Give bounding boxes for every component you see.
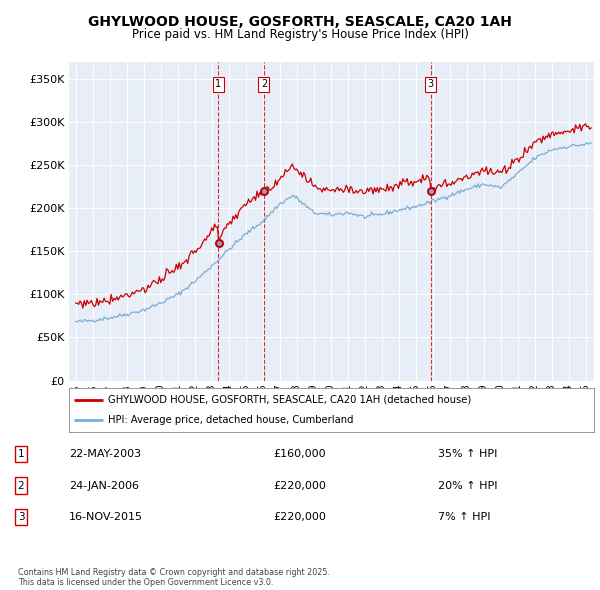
Text: Contains HM Land Registry data © Crown copyright and database right 2025.
This d: Contains HM Land Registry data © Crown c… — [18, 568, 330, 587]
Text: 2: 2 — [261, 79, 267, 89]
Text: 16-NOV-2015: 16-NOV-2015 — [69, 512, 143, 522]
Text: 35% ↑ HPI: 35% ↑ HPI — [438, 450, 497, 459]
Text: 1: 1 — [17, 450, 25, 459]
Text: 2: 2 — [17, 481, 25, 490]
Text: GHYLWOOD HOUSE, GOSFORTH, SEASCALE, CA20 1AH: GHYLWOOD HOUSE, GOSFORTH, SEASCALE, CA20… — [88, 15, 512, 29]
Text: 24-JAN-2006: 24-JAN-2006 — [69, 481, 139, 490]
Text: 1: 1 — [215, 79, 221, 89]
Text: 22-MAY-2003: 22-MAY-2003 — [69, 450, 141, 459]
Text: £220,000: £220,000 — [274, 481, 326, 490]
Text: £220,000: £220,000 — [274, 512, 326, 522]
Text: £160,000: £160,000 — [274, 450, 326, 459]
Text: GHYLWOOD HOUSE, GOSFORTH, SEASCALE, CA20 1AH (detached house): GHYLWOOD HOUSE, GOSFORTH, SEASCALE, CA20… — [109, 395, 472, 405]
Text: 7% ↑ HPI: 7% ↑ HPI — [438, 512, 491, 522]
Text: 3: 3 — [17, 512, 25, 522]
Text: 3: 3 — [427, 79, 434, 89]
Text: HPI: Average price, detached house, Cumberland: HPI: Average price, detached house, Cumb… — [109, 415, 354, 425]
Text: Price paid vs. HM Land Registry's House Price Index (HPI): Price paid vs. HM Land Registry's House … — [131, 28, 469, 41]
Text: 20% ↑ HPI: 20% ↑ HPI — [438, 481, 497, 490]
